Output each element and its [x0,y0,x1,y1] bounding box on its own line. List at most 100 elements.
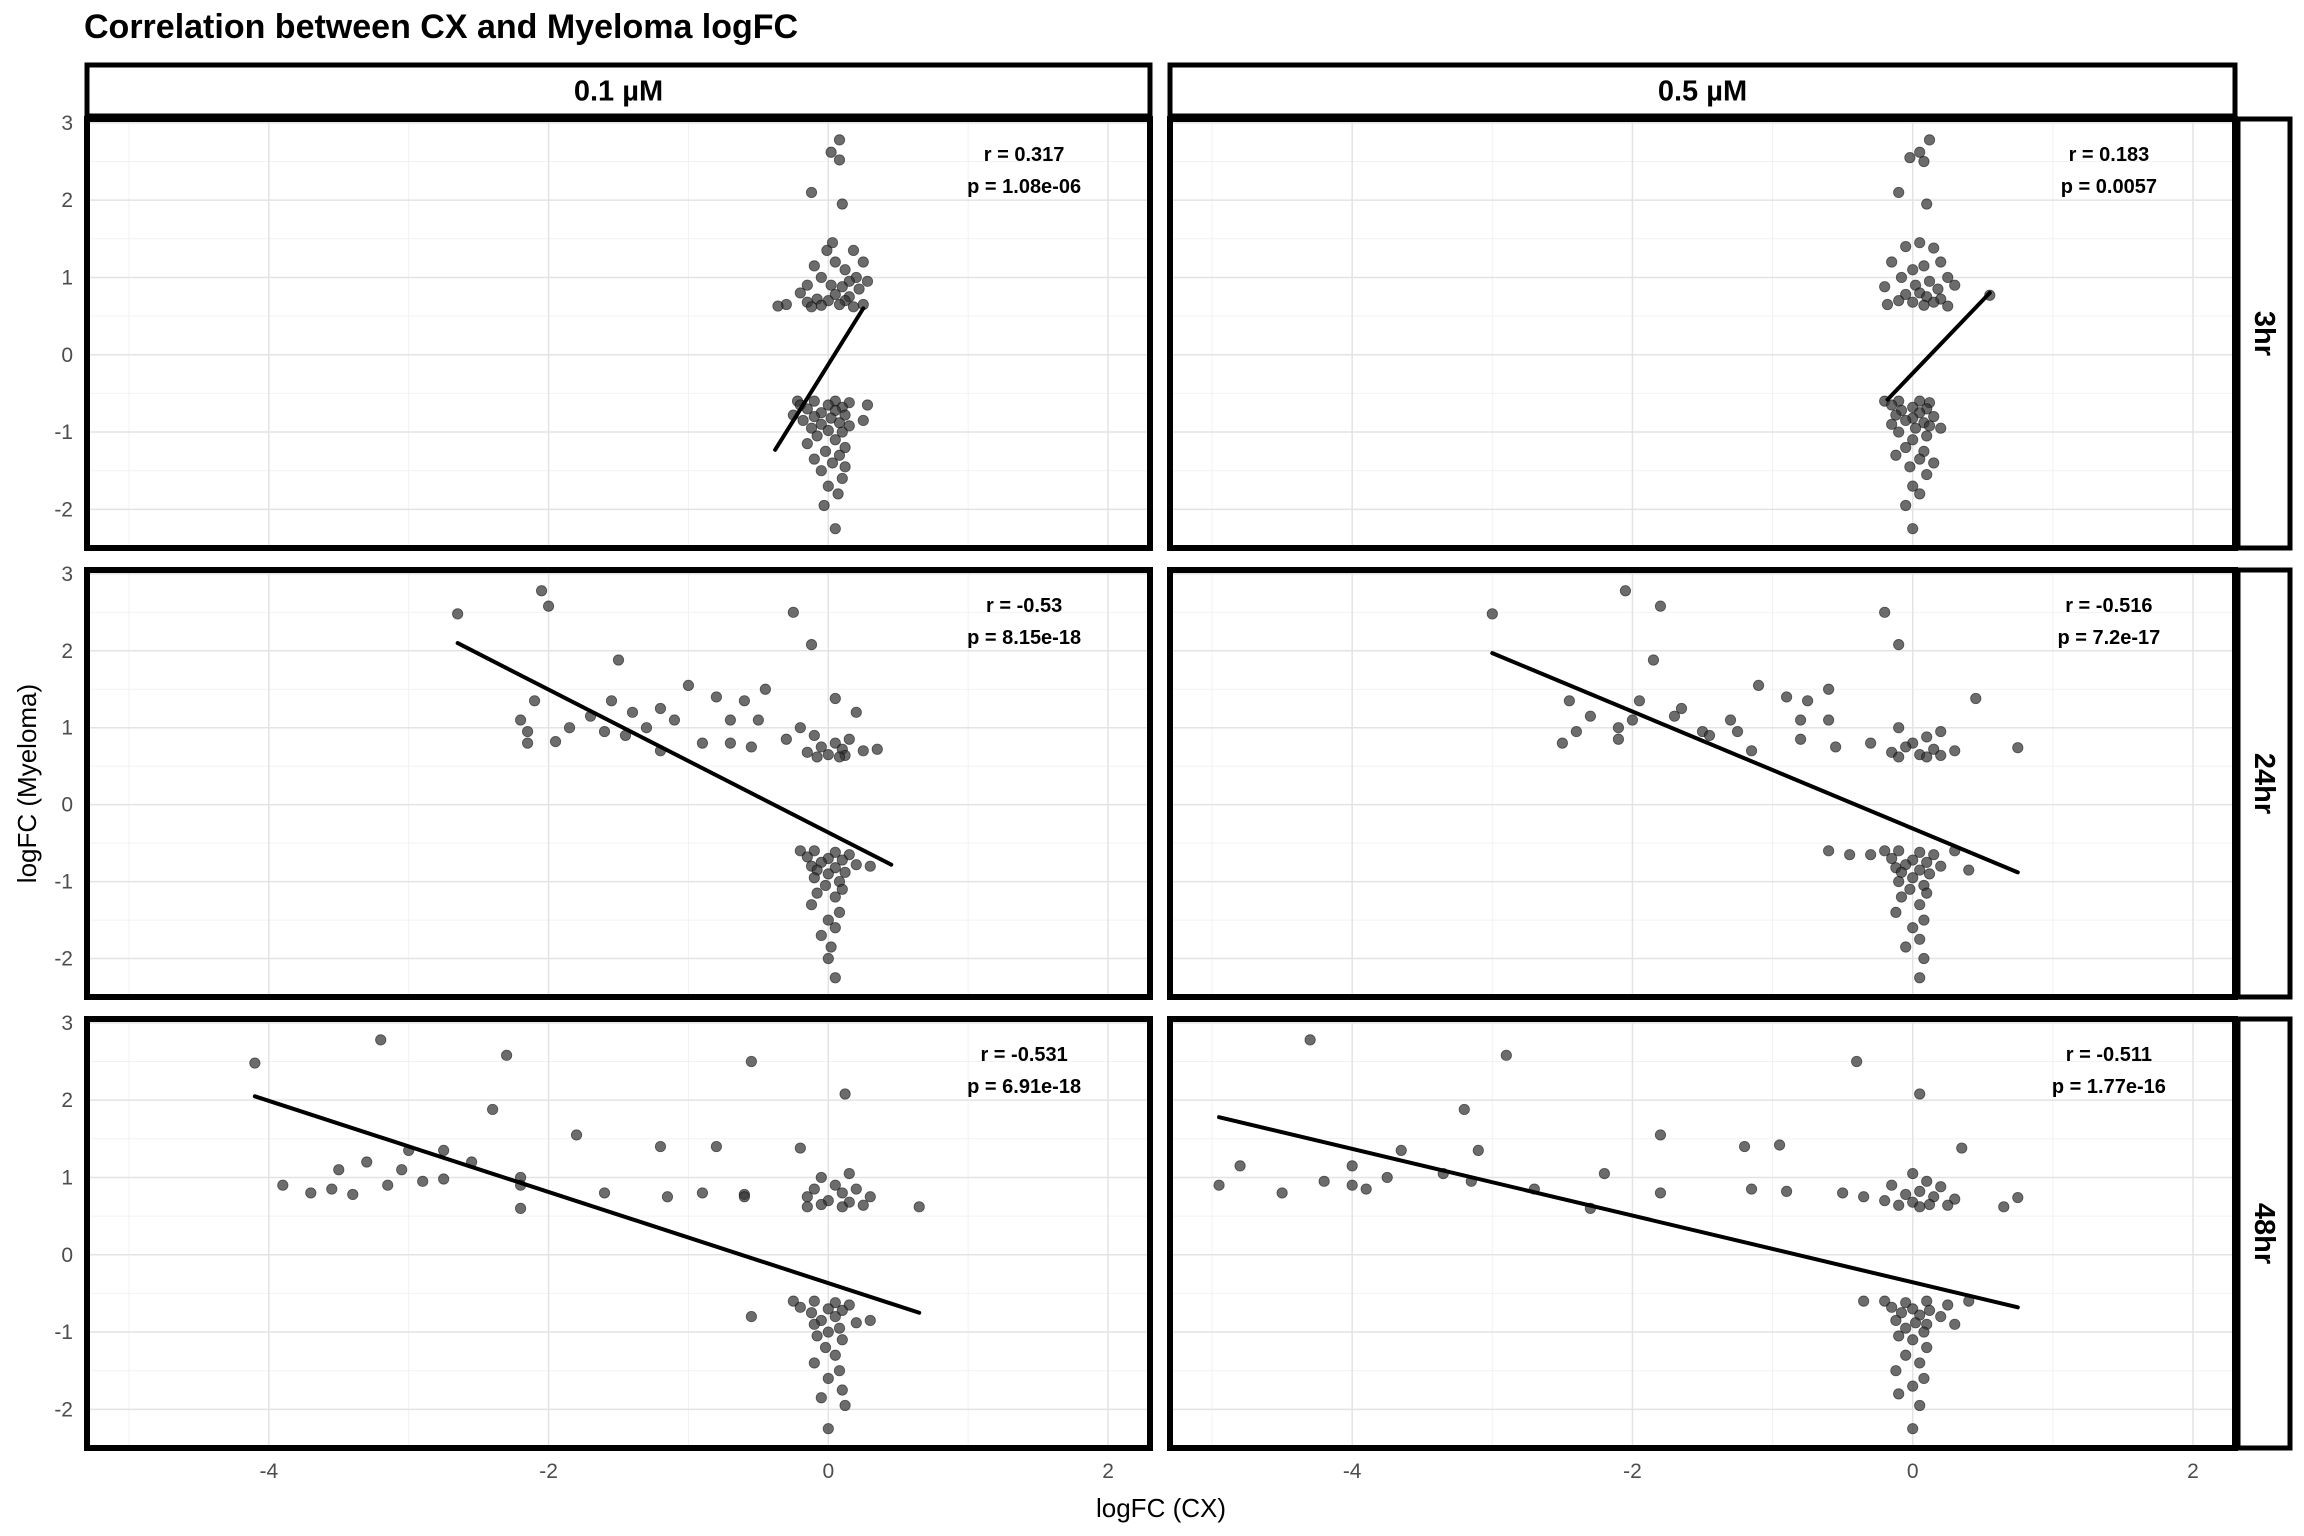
data-point [1570,725,1582,738]
data-point [1780,691,1793,703]
data-point [853,283,865,295]
panel-background [1170,119,2235,548]
column-strip-label: 0.5 µM [1658,76,1747,108]
data-point [833,134,846,146]
data-point [570,1129,583,1141]
data-point [1647,654,1660,666]
data-point [794,845,806,857]
data-point [417,1175,429,1187]
data-point [839,866,851,878]
data-point [815,929,827,942]
data-point [382,1179,394,1191]
data-point [836,854,848,866]
data-point [1675,702,1688,715]
data-point [832,488,844,500]
data-point [808,410,820,423]
data-point [1907,1334,1919,1346]
data-point [1907,1167,1919,1180]
data-point [819,1341,832,1354]
data-point [1900,441,1912,454]
data-point [682,679,695,692]
data-point [1895,891,1908,903]
data-point [839,441,851,454]
data-point [696,1187,709,1199]
data-point [811,887,823,899]
data-point [710,691,723,703]
y-tick-label: -2 [54,948,73,971]
data-point [1928,457,1940,469]
data-point [836,1384,848,1396]
data-point [1900,414,1912,427]
data-point [1918,299,1930,311]
data-point [794,1142,806,1154]
data-point [738,1191,750,1203]
data-point [1304,1034,1316,1046]
data-point [1900,1349,1912,1361]
data-point [822,1372,834,1385]
panel-background [87,119,1150,548]
data-point [818,499,830,512]
regression-line [1217,1115,2020,1310]
data-point [1907,523,1919,535]
data-point [1914,488,1926,500]
data-point [347,1188,359,1201]
correlation-p-label: p = 7.2e-17 [2057,627,2160,649]
data-point [815,741,827,753]
data-point [1731,725,1744,738]
data-point [829,523,841,535]
y-tick-label: -2 [54,498,73,521]
data-point [1914,1357,1926,1369]
data-point [521,737,534,749]
data-point [1893,722,1905,734]
data-point [772,300,784,312]
data-point [819,445,832,457]
data-point [1893,751,1905,763]
x-tick-label: -4 [259,1460,278,1483]
data-point [249,1057,261,1069]
panel-background [1170,570,2235,997]
data-point [1823,845,1835,857]
data-point [829,737,841,749]
y-tick-label: 0 [61,344,73,367]
data-point [1907,264,1919,276]
data-point [1890,409,1902,421]
data-point [1918,155,1930,168]
data-point [661,1191,674,1203]
data-point [797,414,809,427]
data-point [1921,430,1933,442]
data-point [801,1191,813,1203]
data-point [850,1317,862,1329]
data-point [836,1201,848,1213]
data-point [1654,600,1667,612]
row-strip-label: 24hr [2248,753,2280,814]
data-point [833,298,846,311]
correlation-p-label: p = 6.91e-18 [967,1076,1081,1098]
y-tick-label: -1 [54,871,73,894]
data-point [626,706,639,718]
data-point [1619,585,1632,597]
data-point [1458,1103,1470,1116]
data-point [1738,1140,1751,1153]
data-point [654,702,667,715]
y-tick-label: 3 [61,563,73,586]
data-point [857,1199,869,1211]
row-strip-label: 48hr [2248,1203,2280,1264]
data-point [825,941,837,953]
x-tick-label: -2 [1623,1460,1642,1483]
data-point [1914,846,1926,858]
data-point [654,1140,667,1153]
data-point [1998,1201,2010,1213]
regression-line [1490,651,2020,875]
data-point [1935,422,1947,434]
y-tick-label: 0 [61,1244,73,1267]
data-point [1823,714,1835,726]
data-point [1921,887,1933,899]
data-point [815,1171,827,1184]
data-point [1213,1179,1225,1191]
regression-line [252,1094,922,1315]
x-tick-label: -2 [539,1460,558,1483]
data-point [1914,1185,1926,1197]
data-point [822,868,834,880]
data-point [1893,426,1905,438]
data-point [1900,1322,1912,1334]
